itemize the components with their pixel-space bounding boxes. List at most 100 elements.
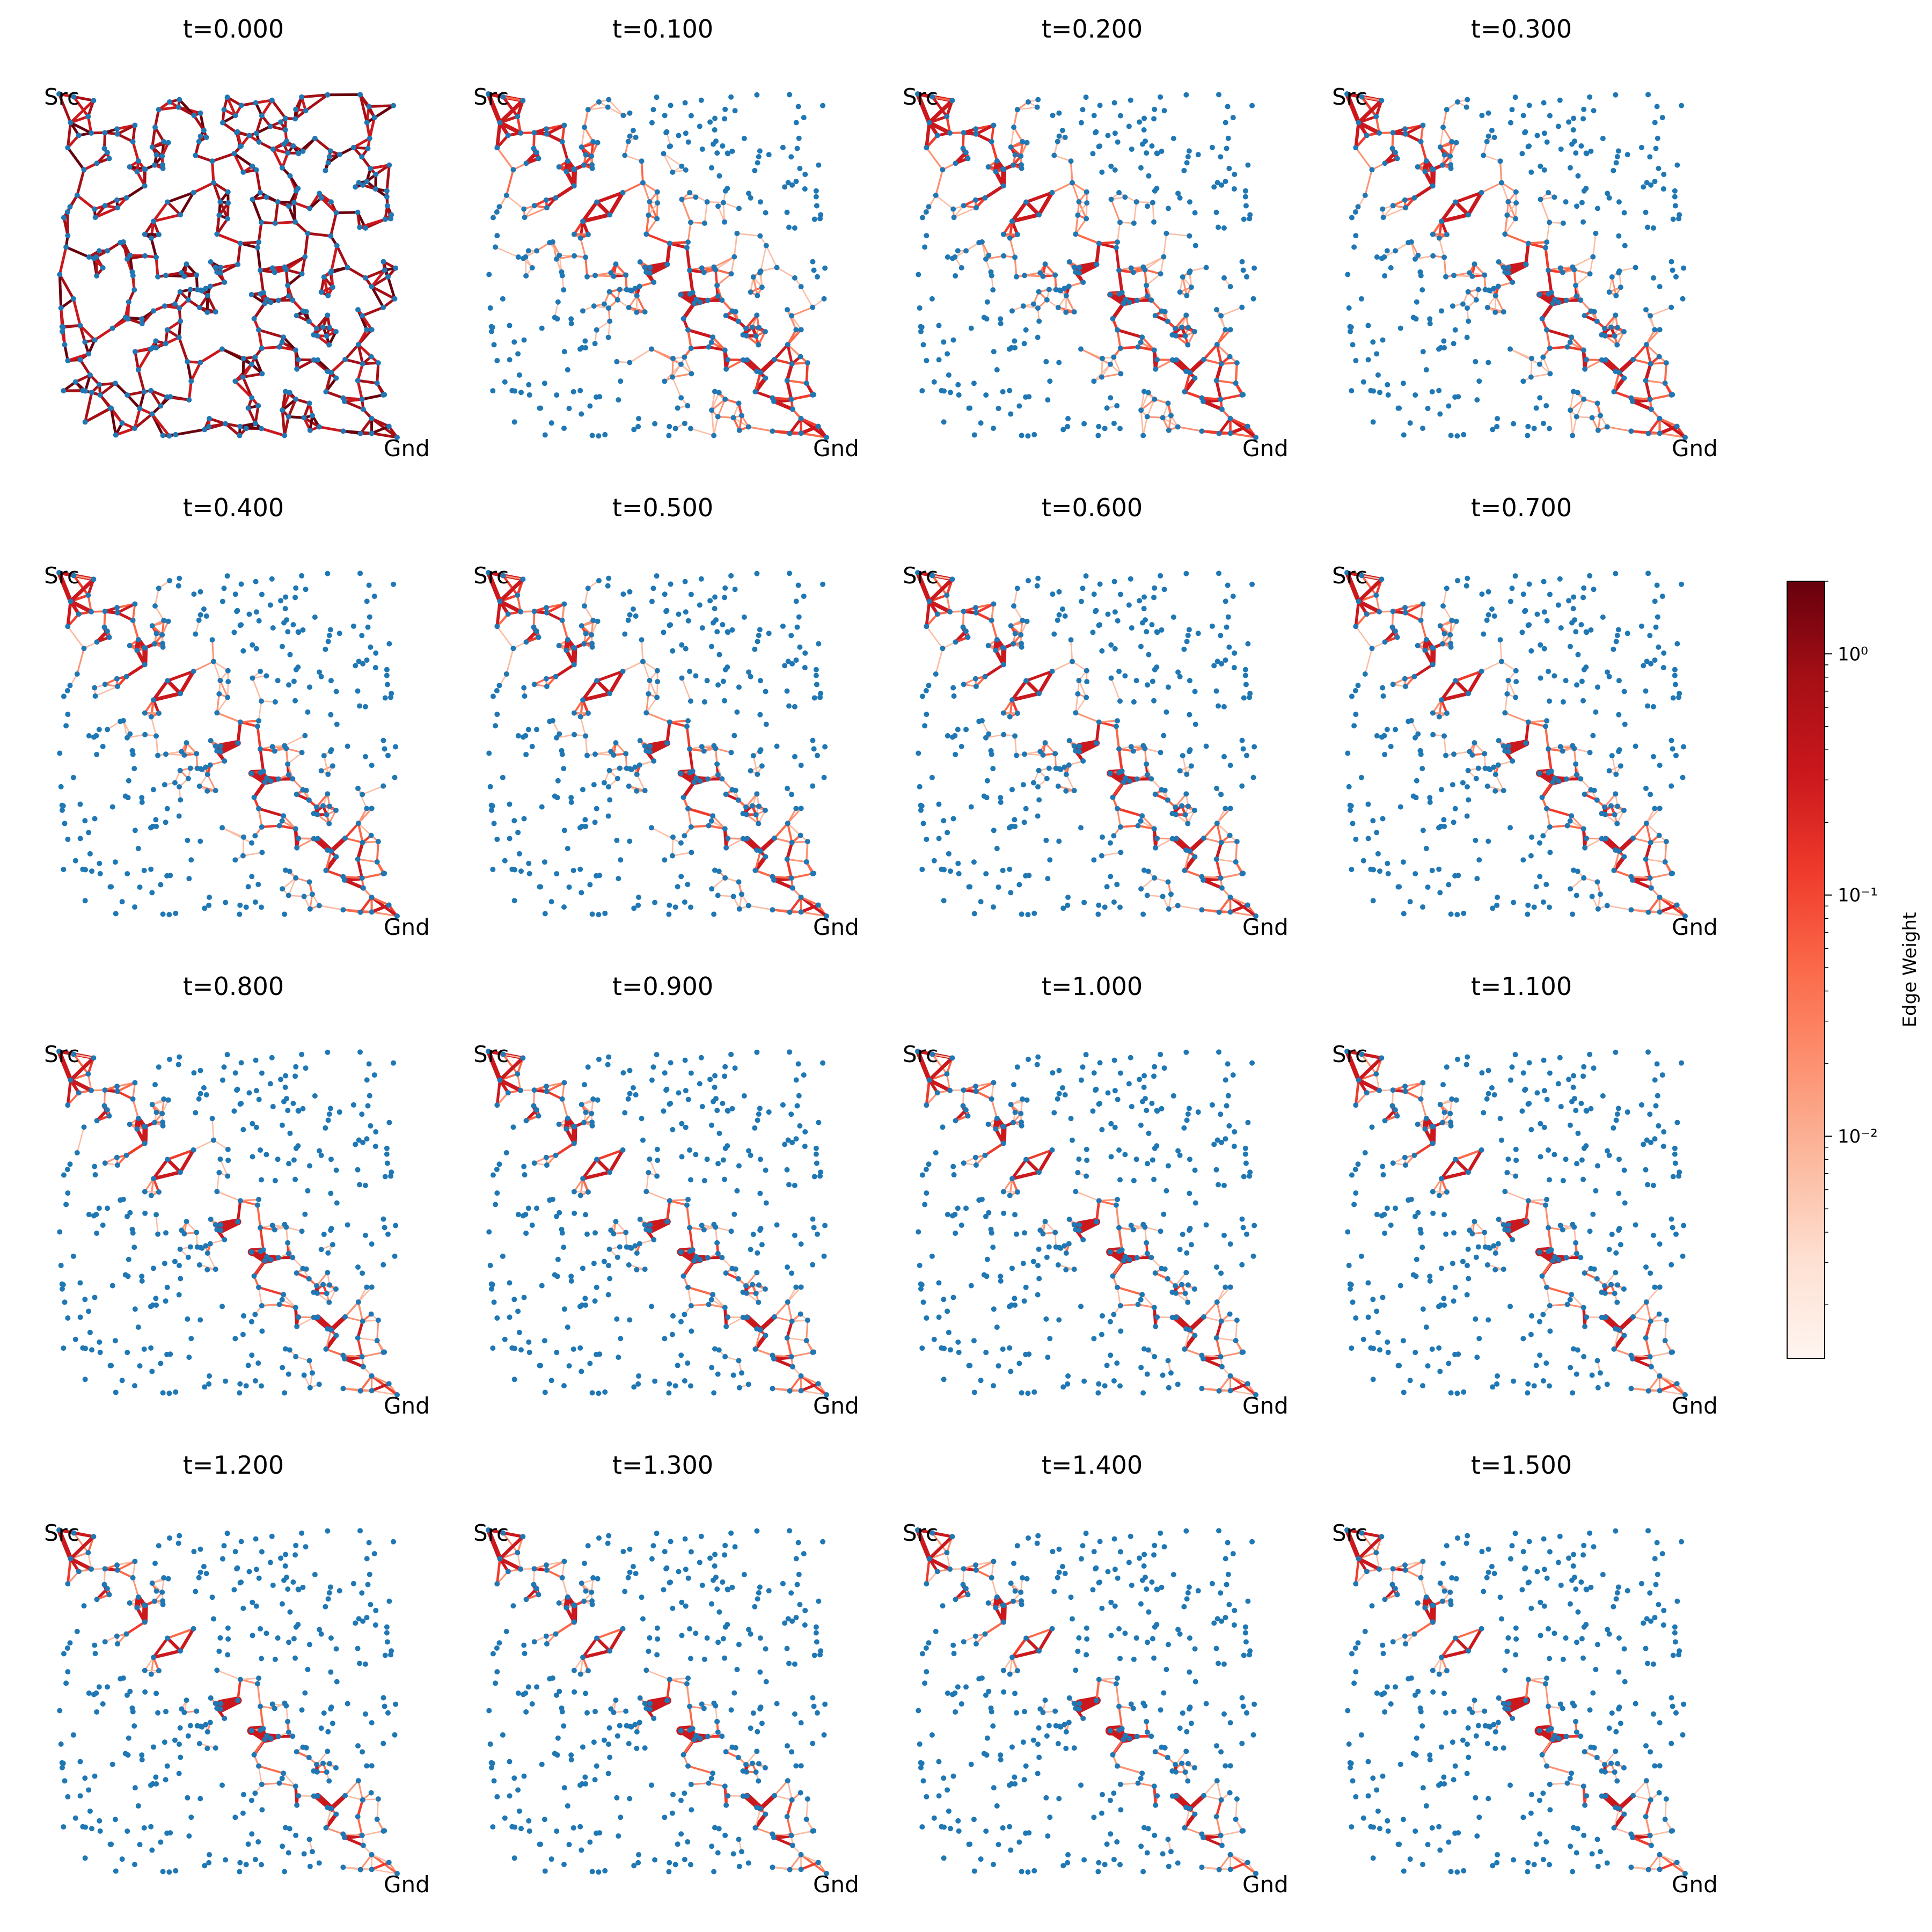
node xyxy=(802,171,808,177)
node xyxy=(1365,323,1371,328)
node xyxy=(723,792,729,797)
node xyxy=(654,189,660,195)
node xyxy=(330,284,335,290)
node xyxy=(973,205,979,211)
node xyxy=(1588,308,1594,314)
node xyxy=(83,867,89,873)
node xyxy=(949,98,955,104)
node xyxy=(725,836,731,841)
node xyxy=(763,854,769,860)
edge xyxy=(1152,202,1155,223)
node xyxy=(371,115,377,121)
node xyxy=(1035,97,1041,103)
edge xyxy=(752,755,758,775)
node xyxy=(1043,358,1049,364)
edge xyxy=(580,716,587,737)
edge xyxy=(608,99,624,116)
node xyxy=(1584,357,1590,363)
node xyxy=(237,240,243,246)
node xyxy=(382,216,388,222)
node xyxy=(92,206,98,212)
edge xyxy=(1009,237,1016,258)
node xyxy=(240,834,246,840)
node xyxy=(559,269,565,275)
node xyxy=(539,325,545,331)
node xyxy=(219,120,225,126)
node xyxy=(1557,97,1563,103)
node xyxy=(712,867,718,873)
node xyxy=(282,389,288,394)
node xyxy=(127,164,133,170)
node xyxy=(559,138,565,144)
node xyxy=(1616,233,1622,239)
node xyxy=(690,290,696,296)
node xyxy=(1377,390,1383,396)
node xyxy=(1491,135,1497,141)
node xyxy=(1579,200,1585,206)
edge xyxy=(668,720,689,723)
node xyxy=(1230,115,1236,121)
node xyxy=(149,411,155,417)
node xyxy=(712,115,718,121)
node xyxy=(936,323,942,328)
node xyxy=(565,158,570,164)
ground-label: Gnd xyxy=(384,914,430,940)
node xyxy=(1225,135,1231,141)
node xyxy=(92,215,98,221)
node xyxy=(1494,423,1500,429)
node xyxy=(92,685,98,691)
node xyxy=(1144,282,1150,288)
node xyxy=(258,904,264,910)
node xyxy=(77,801,83,807)
node xyxy=(1161,254,1167,260)
node xyxy=(1138,407,1144,413)
node xyxy=(497,120,503,126)
node xyxy=(923,209,929,215)
node xyxy=(366,104,372,109)
node xyxy=(256,718,262,724)
edge xyxy=(63,343,69,362)
node xyxy=(953,160,958,166)
node xyxy=(583,152,589,158)
node xyxy=(245,884,251,890)
node xyxy=(1115,239,1121,245)
node xyxy=(813,188,819,194)
node xyxy=(148,387,154,393)
node xyxy=(1450,303,1455,309)
node xyxy=(793,179,799,185)
edge xyxy=(595,191,625,204)
edge xyxy=(1201,878,1224,890)
node xyxy=(1096,423,1102,429)
node xyxy=(789,361,795,367)
edge xyxy=(754,371,762,393)
node xyxy=(1648,406,1654,412)
node xyxy=(353,184,358,190)
node xyxy=(697,299,703,305)
node xyxy=(637,738,643,744)
edge xyxy=(281,390,287,412)
edge xyxy=(722,202,740,209)
node xyxy=(59,328,65,334)
node xyxy=(1056,133,1062,139)
node xyxy=(364,327,370,333)
edge xyxy=(370,285,385,309)
node xyxy=(1446,403,1452,409)
edge xyxy=(294,221,309,235)
node xyxy=(1672,203,1678,209)
node xyxy=(1045,397,1051,403)
node xyxy=(1448,433,1454,438)
node xyxy=(589,911,595,917)
node xyxy=(1053,287,1059,292)
node xyxy=(1413,392,1418,398)
node xyxy=(780,623,786,629)
edge xyxy=(323,755,329,775)
node xyxy=(620,591,626,597)
edge xyxy=(215,217,229,236)
edge xyxy=(800,417,820,428)
node xyxy=(1560,269,1565,275)
node xyxy=(814,203,819,209)
edge xyxy=(671,376,682,399)
node xyxy=(655,679,661,685)
node xyxy=(630,128,636,134)
node xyxy=(1614,154,1620,160)
